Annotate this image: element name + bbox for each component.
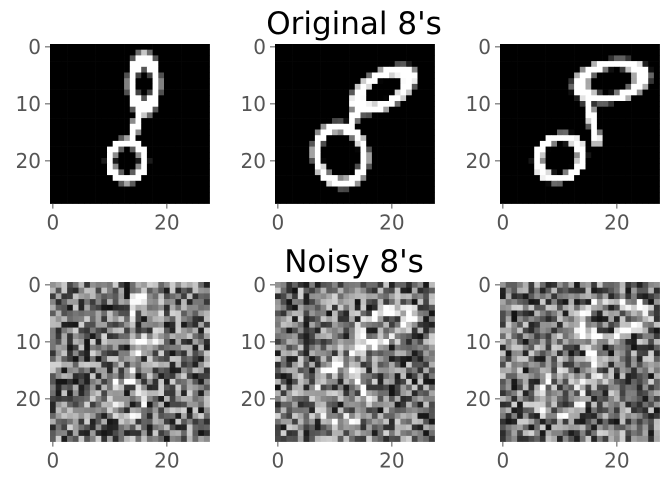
y-tick-label: 10: [466, 92, 491, 116]
noisy-digit-panel-1: 0 20 0 10 20: [16, 273, 210, 473]
digit-image: [50, 282, 210, 442]
y-tick-label: 10: [16, 330, 41, 354]
panels: 0 20 0 10 20 0 20 0 10 20 0 20 0 10 20 0 20 0 10 20 0 20 0 10 20…: [16, 35, 660, 473]
digit-image: [275, 282, 435, 442]
y-tick-label: 20: [16, 387, 41, 411]
y-tick-label: 0: [253, 273, 266, 297]
y-tick-label: 20: [466, 387, 491, 411]
original-digit-panel-2: 0 20 0 10 20: [241, 35, 435, 235]
x-tick-label: 0: [496, 449, 509, 473]
row-title-original: Original 8's: [266, 6, 442, 42]
x-tick-label: 0: [46, 211, 59, 235]
original-digit-panel-3: 0 20 0 10 20: [466, 35, 660, 235]
original-digit-panel-1: 0 20 0 10 20: [16, 35, 210, 235]
noisy-digit-panel-2: 0 20 0 10 20: [241, 273, 435, 473]
y-tick-label: 0: [478, 273, 491, 297]
x-tick-label: 20: [154, 449, 179, 473]
x-tick-label: 20: [379, 449, 404, 473]
y-tick-label: 10: [466, 330, 491, 354]
x-tick-label: 20: [379, 211, 404, 235]
y-tick-label: 20: [16, 149, 41, 173]
x-tick-label: 0: [271, 449, 284, 473]
y-tick-label: 0: [28, 35, 41, 59]
digit-image: [500, 44, 660, 204]
y-tick-label: 20: [466, 149, 491, 173]
digit-image: [50, 44, 210, 204]
y-tick-label: 20: [241, 149, 266, 173]
x-tick-label: 20: [604, 211, 629, 235]
y-tick-label: 10: [16, 92, 41, 116]
noisy-digit-panel-3: 0 20 0 10 20: [466, 273, 660, 473]
x-tick-label: 20: [604, 449, 629, 473]
x-tick-label: 0: [271, 211, 284, 235]
x-tick-label: 0: [46, 449, 59, 473]
y-tick-label: 10: [241, 92, 266, 116]
digit-image: [500, 282, 660, 442]
x-tick-label: 0: [496, 211, 509, 235]
y-tick-label: 10: [241, 330, 266, 354]
y-tick-label: 0: [478, 35, 491, 59]
y-tick-label: 0: [28, 273, 41, 297]
x-tick-label: 20: [154, 211, 179, 235]
row-title-noisy: Noisy 8's: [284, 244, 424, 280]
y-tick-label: 20: [241, 387, 266, 411]
y-tick-label: 0: [253, 35, 266, 59]
digit-image: [275, 44, 435, 204]
